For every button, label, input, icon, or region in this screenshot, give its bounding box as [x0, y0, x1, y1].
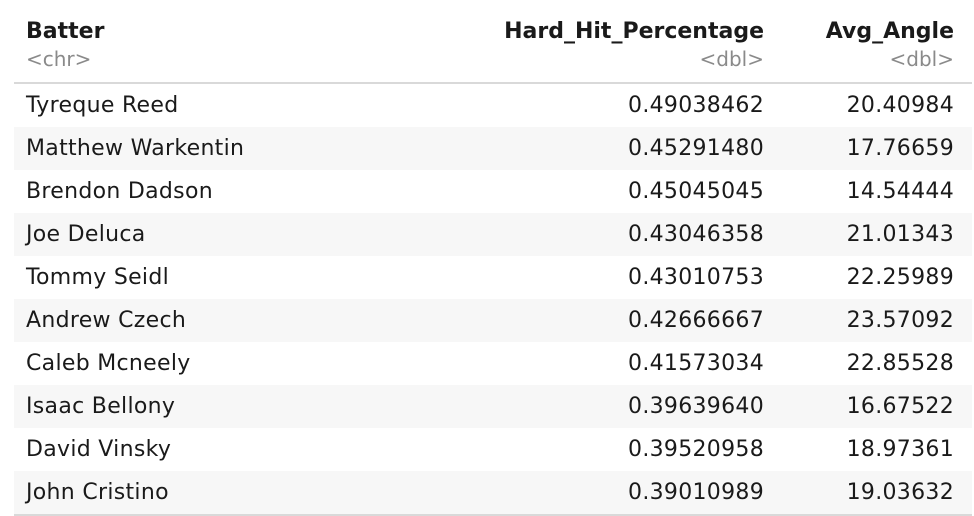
cell-batter: Matthew Warkentin	[14, 127, 466, 170]
cell-avg-angle: 22.25989	[846, 265, 954, 290]
cell-batter: David Vinsky	[26, 437, 172, 462]
column-header-batter[interactable]: Batter <chr>	[14, 18, 466, 84]
table-row[interactable]: John Cristino 0.39010989 19.03632	[14, 471, 972, 516]
data-table-container: Batter <chr> Hard_Hit_Percentage <dbl> A…	[14, 18, 972, 516]
cell-hard-hit-percentage: 0.42666667	[466, 299, 782, 342]
data-table: Batter <chr> Hard_Hit_Percentage <dbl> A…	[14, 18, 972, 516]
cell-avg-angle: 18.97361	[846, 437, 954, 462]
cell-batter: Tommy Seidl	[26, 265, 170, 290]
cell-hard-hit-percentage: 0.45045045	[628, 179, 764, 204]
table-row[interactable]: David Vinsky 0.39520958 18.97361	[14, 428, 972, 471]
table-row[interactable]: Caleb Mcneely 0.41573034 22.85528	[14, 342, 972, 385]
cell-batter: Isaac Bellony	[14, 385, 466, 428]
cell-batter: John Cristino	[14, 471, 466, 516]
cell-avg-angle: 17.76659	[782, 127, 972, 170]
column-header-avg-angle[interactable]: Avg_Angle <dbl>	[782, 18, 972, 84]
table-row[interactable]: Andrew Czech 0.42666667 23.57092	[14, 299, 972, 342]
cell-avg-angle: 22.85528	[846, 351, 954, 376]
table-header: Batter <chr> Hard_Hit_Percentage <dbl> A…	[14, 18, 972, 84]
cell-hard-hit-percentage: 0.43010753	[628, 265, 764, 290]
cell-batter: Brendon Dadson	[26, 179, 213, 204]
cell-avg-angle: 19.03632	[782, 471, 972, 516]
column-type: <chr>	[26, 47, 92, 71]
cell-batter: Caleb Mcneely	[26, 351, 191, 376]
cell-avg-angle: 21.01343	[782, 213, 972, 256]
table-body: Tyreque Reed 0.49038462 20.40984 Matthew Wa…	[14, 83, 972, 516]
cell-hard-hit-percentage: 0.41573034	[628, 351, 764, 376]
cell-hard-hit-percentage: 0.43046358	[466, 213, 782, 256]
table-row[interactable]: Isaac Bellony 0.39639640 16.67522	[14, 385, 972, 428]
cell-batter: Joe Deluca	[14, 213, 466, 256]
cell-hard-hit-percentage: 0.39010989	[466, 471, 782, 516]
table-row[interactable]: Joe Deluca 0.43046358 21.01343	[14, 213, 972, 256]
cell-hard-hit-percentage: 0.49038462	[628, 93, 764, 118]
column-type: <dbl>	[889, 47, 954, 71]
cell-batter: Tyreque Reed	[26, 93, 179, 118]
table-row[interactable]: Brendon Dadson 0.45045045 14.54444	[14, 170, 972, 213]
cell-avg-angle: 16.67522	[782, 385, 972, 428]
column-header-hard-hit-percentage[interactable]: Hard_Hit_Percentage <dbl>	[466, 18, 782, 84]
column-name: Batter	[26, 19, 105, 44]
cell-avg-angle: 20.40984	[846, 93, 954, 118]
column-name: Avg_Angle	[825, 19, 954, 44]
header-row: Batter <chr> Hard_Hit_Percentage <dbl> A…	[14, 18, 972, 84]
table-row[interactable]: Tommy Seidl 0.43010753 22.25989	[14, 256, 972, 299]
cell-avg-angle: 23.57092	[782, 299, 972, 342]
table-row[interactable]: Tyreque Reed 0.49038462 20.40984	[14, 83, 972, 127]
table-row[interactable]: Matthew Warkentin 0.45291480 17.76659	[14, 127, 972, 170]
column-type: <dbl>	[699, 47, 764, 71]
column-name: Hard_Hit_Percentage	[504, 19, 764, 44]
cell-hard-hit-percentage: 0.45291480	[466, 127, 782, 170]
cell-hard-hit-percentage: 0.39639640	[466, 385, 782, 428]
cell-batter: Andrew Czech	[14, 299, 466, 342]
cell-avg-angle: 14.54444	[846, 179, 954, 204]
cell-hard-hit-percentage: 0.39520958	[628, 437, 764, 462]
